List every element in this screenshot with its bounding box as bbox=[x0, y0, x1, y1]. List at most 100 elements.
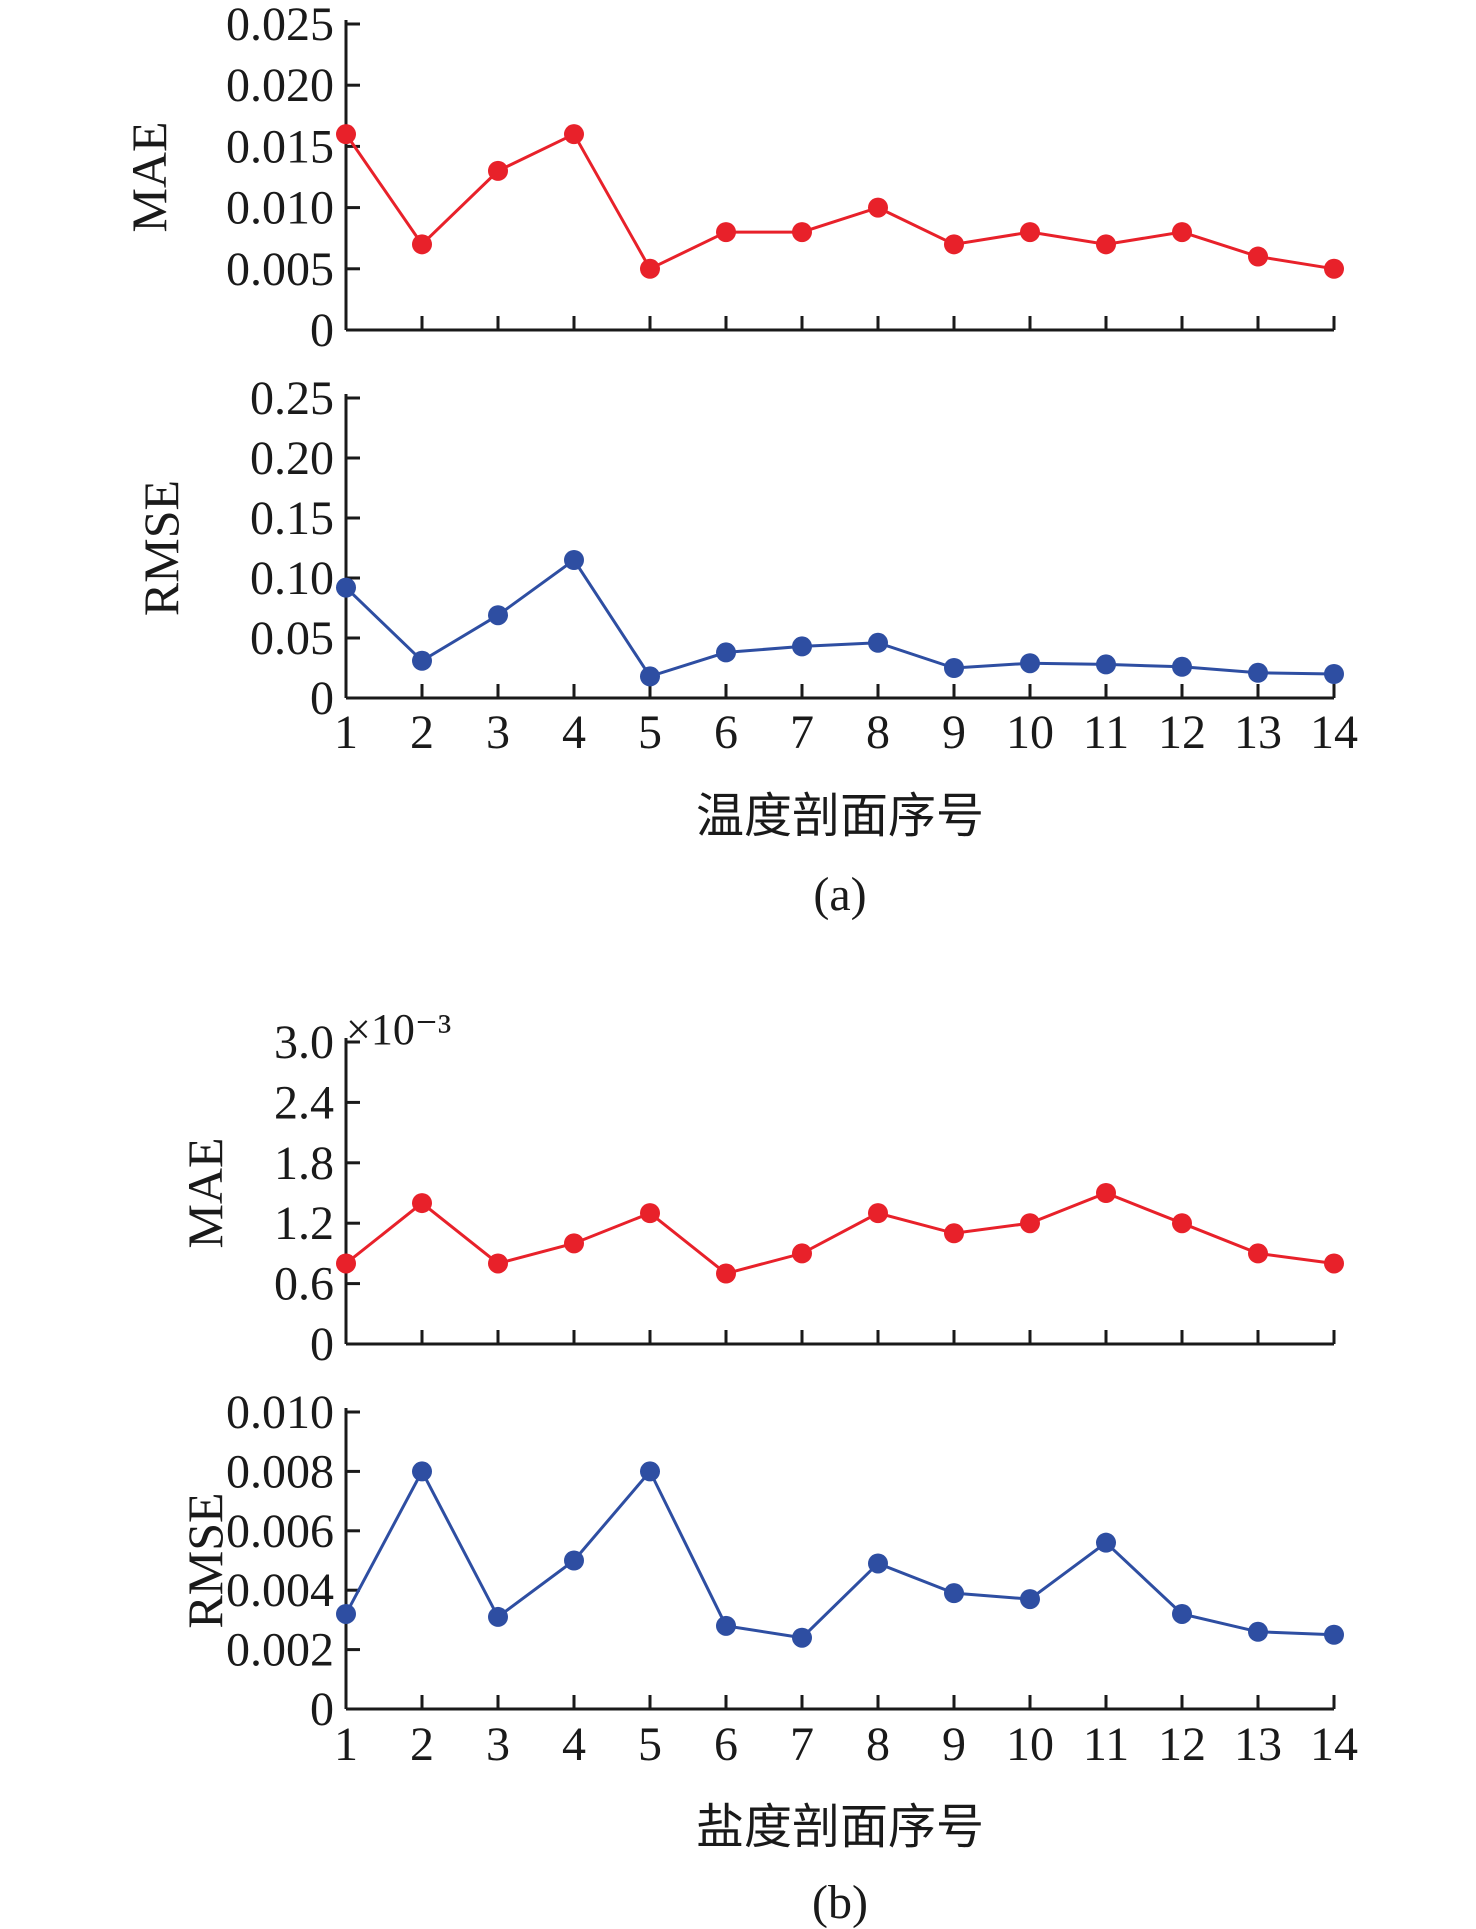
y-tick-label: 0 bbox=[310, 1318, 334, 1371]
data-point bbox=[412, 1461, 432, 1482]
x-tick-label: 14 bbox=[1310, 706, 1358, 759]
y-tick-label: 0.010 bbox=[226, 182, 334, 235]
data-point bbox=[1096, 234, 1116, 255]
data-point bbox=[944, 234, 964, 255]
x-tick-label: 4 bbox=[562, 706, 586, 759]
y-tick-label: 0.6 bbox=[274, 1258, 334, 1311]
data-point bbox=[412, 234, 432, 255]
data-point bbox=[1324, 664, 1344, 684]
x-tick-label: 7 bbox=[790, 706, 814, 759]
data-point bbox=[412, 1193, 432, 1214]
data-point bbox=[1172, 222, 1192, 243]
data-point bbox=[1172, 1603, 1192, 1624]
data-point bbox=[412, 650, 432, 671]
x-tick-label: 3 bbox=[486, 706, 510, 759]
data-point bbox=[640, 666, 660, 687]
data-point bbox=[564, 1550, 584, 1571]
x-tick-label: 12 bbox=[1158, 706, 1206, 759]
data-point bbox=[336, 1253, 356, 1274]
x-tick-label: 9 bbox=[942, 706, 966, 759]
y-tick-label: 0.025 bbox=[226, 0, 334, 51]
x-tick-label: 6 bbox=[714, 706, 738, 759]
x-tick-label: 2 bbox=[410, 1718, 434, 1771]
x-tick-label: 12 bbox=[1158, 1718, 1206, 1771]
data-point bbox=[792, 1627, 812, 1648]
data-point bbox=[868, 1203, 888, 1224]
data-point bbox=[564, 124, 584, 145]
y-tick-label: 1.2 bbox=[274, 1197, 334, 1250]
y-tick-label: 0 bbox=[310, 1683, 334, 1736]
data-point bbox=[1096, 1183, 1116, 1203]
data-point bbox=[1248, 1621, 1268, 1642]
y-tick-label: 0.015 bbox=[226, 120, 334, 173]
y-tick-label: 0.002 bbox=[226, 1624, 334, 1677]
y-tick-label: 1.8 bbox=[274, 1137, 334, 1190]
x-tick-label: 14 bbox=[1310, 1718, 1358, 1771]
data-point bbox=[640, 1461, 660, 1482]
data-point bbox=[1248, 246, 1268, 267]
y-tick-label: 0.05 bbox=[250, 612, 334, 665]
data-point bbox=[1248, 662, 1268, 683]
panel-label: (b) bbox=[812, 1876, 868, 1929]
y-tick-label: 0.20 bbox=[250, 432, 334, 485]
data-point bbox=[1020, 222, 1040, 243]
y-tick-label: 2.4 bbox=[274, 1076, 334, 1129]
y-axis-label: RMSE bbox=[177, 1492, 233, 1628]
data-point bbox=[1020, 1589, 1040, 1610]
data-point bbox=[1324, 1624, 1344, 1645]
x-tick-label: 1 bbox=[334, 706, 358, 759]
x-axis-label: 盐度剖面序号 bbox=[696, 1799, 984, 1855]
x-tick-label: 1 bbox=[334, 1718, 358, 1771]
series-line bbox=[344, 557, 1335, 679]
data-point bbox=[944, 1223, 964, 1244]
data-point bbox=[1096, 1532, 1116, 1553]
x-tick-label: 13 bbox=[1234, 1718, 1282, 1771]
x-tick-label: 11 bbox=[1083, 1718, 1129, 1771]
data-point bbox=[488, 160, 508, 181]
data-point bbox=[488, 605, 508, 626]
x-tick-label: 10 bbox=[1006, 706, 1054, 759]
y-tick-label: 0.010 bbox=[226, 1386, 334, 1439]
data-point bbox=[564, 550, 584, 570]
y-tick-label: 0.10 bbox=[250, 552, 334, 605]
data-point bbox=[792, 1243, 812, 1264]
data-point bbox=[792, 636, 812, 657]
data-point bbox=[868, 1553, 888, 1574]
data-point bbox=[716, 1263, 736, 1284]
data-point bbox=[1020, 653, 1040, 674]
subplot-mae: 0 0.005 0.010 0.015 0.020 0.025 MAE bbox=[121, 0, 1344, 357]
x-tick-label: 13 bbox=[1234, 706, 1282, 759]
y-axis-label: MAE bbox=[121, 121, 177, 232]
x-tick-label: 6 bbox=[714, 1718, 738, 1771]
x-tick-label: 9 bbox=[942, 1718, 966, 1771]
data-point bbox=[336, 1603, 356, 1624]
x-tick-label: 8 bbox=[866, 706, 890, 759]
y-tick-label: 0 bbox=[310, 304, 334, 357]
data-point bbox=[716, 1615, 736, 1636]
data-point bbox=[564, 1233, 584, 1254]
panel-a: 0 0.005 0.010 0.015 0.020 0.025 MAE 0 0.05 0.10 0.… bbox=[121, 0, 1358, 921]
y-tick-label: 0.005 bbox=[226, 243, 334, 296]
x-axis-label: 温度剖面序号 bbox=[696, 788, 984, 844]
x-tick-label: 3 bbox=[486, 1718, 510, 1771]
x-tick-label: 2 bbox=[410, 706, 434, 759]
x-tick-label: 10 bbox=[1006, 1718, 1054, 1771]
data-point bbox=[488, 1606, 508, 1627]
series-line bbox=[344, 1468, 1335, 1640]
y-tick-label: 0.020 bbox=[226, 59, 334, 112]
data-point bbox=[1096, 654, 1116, 675]
y-tick-label: 0.004 bbox=[226, 1564, 334, 1617]
data-point bbox=[640, 258, 660, 279]
data-point bbox=[640, 1203, 660, 1224]
y-tick-label: 0.25 bbox=[250, 372, 334, 425]
y-tick-label: 0 bbox=[310, 672, 334, 725]
x-tick-label: 8 bbox=[866, 1718, 890, 1771]
data-point bbox=[868, 197, 888, 218]
data-point bbox=[944, 658, 964, 678]
y-tick-label: 0.008 bbox=[226, 1445, 334, 1498]
data-point bbox=[868, 632, 888, 653]
series-line bbox=[345, 1191, 1335, 1276]
data-point bbox=[1248, 1243, 1268, 1264]
y-tick-label: 0.15 bbox=[250, 492, 334, 545]
